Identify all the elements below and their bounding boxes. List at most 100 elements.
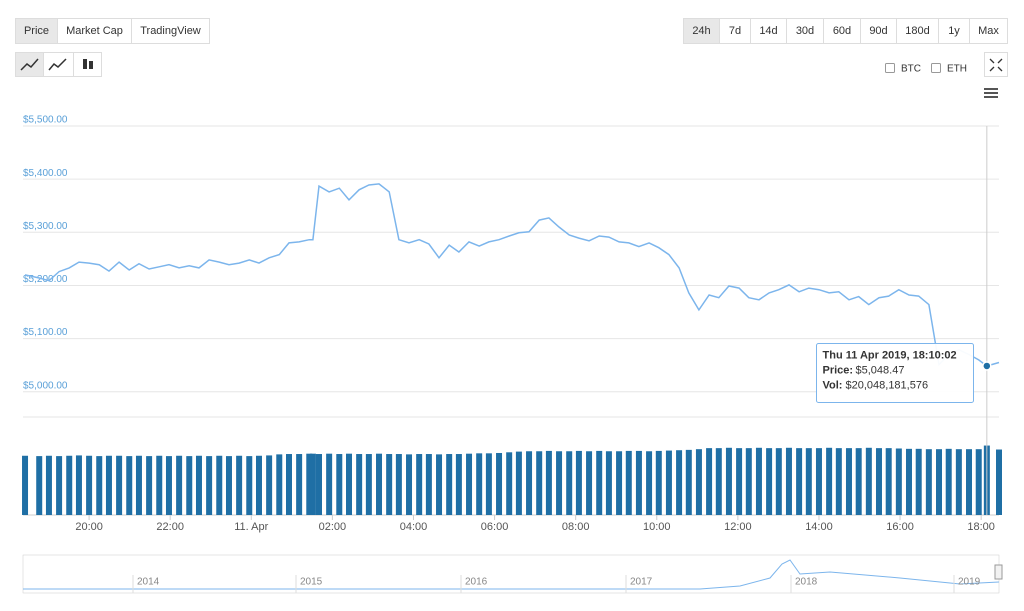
- tab-label: TradingView: [140, 25, 201, 37]
- chart-style-buttons: [15, 52, 102, 77]
- tooltip-title: Thu 11 Apr 2019, 18:10:02: [823, 349, 957, 361]
- x-tick-label: 12:00: [724, 521, 752, 533]
- volume-bar: [815, 448, 822, 515]
- fullscreen-button[interactable]: [984, 52, 1008, 77]
- tab-button[interactable]: [57, 18, 132, 44]
- volume-bar: [515, 451, 522, 515]
- volume-bar: [225, 456, 232, 515]
- volume-bar: [116, 455, 123, 515]
- checkbox-label: BTC: [901, 64, 921, 75]
- volume-bar: [186, 456, 193, 515]
- icon: [984, 92, 998, 94]
- volume-bar: [146, 456, 153, 515]
- hover-marker: [982, 361, 992, 371]
- icon: [48, 58, 67, 71]
- volume-bar: [36, 456, 43, 515]
- volume-bar: [365, 454, 372, 515]
- navigator-label: 2016: [465, 577, 488, 588]
- volume-bar: [395, 454, 402, 515]
- range-button[interactable]: [860, 18, 897, 44]
- volume-bar: [476, 453, 483, 515]
- volume-bar: [126, 456, 133, 515]
- volume-bar: [905, 448, 912, 515]
- volume-bar: [446, 454, 453, 515]
- volume-bar: [536, 451, 543, 515]
- range-button[interactable]: [719, 18, 751, 44]
- volume-bar: [596, 450, 603, 515]
- navigator-series: [23, 559, 1000, 590]
- volume-bar: [206, 456, 213, 515]
- tooltip-vol: $20,048,181,576: [846, 379, 929, 391]
- x-tick-label: 18:00: [967, 521, 995, 533]
- volume-bar: [826, 447, 833, 515]
- volume-bar: [376, 453, 383, 515]
- volume-bar: [925, 449, 932, 515]
- volume-bar: [436, 454, 443, 515]
- tab-button[interactable]: [131, 18, 210, 44]
- volume-bar: [309, 453, 316, 515]
- volume-bar: [785, 447, 792, 515]
- volume-bar: [165, 456, 172, 515]
- navigator[interactable]: [22, 554, 1000, 594]
- navigator-label: 2018: [795, 577, 818, 588]
- range-label: 7d: [729, 25, 741, 37]
- volume-bar: [45, 455, 52, 515]
- price-line: [24, 183, 1000, 367]
- y-tick-label: $5,500.00: [23, 115, 68, 126]
- volume-bar: [75, 455, 82, 515]
- volume-bar: [246, 456, 253, 515]
- range-label: 60d: [833, 25, 851, 37]
- volume-bar: [865, 447, 872, 515]
- icon: [984, 96, 998, 98]
- volume-bar: [586, 451, 593, 515]
- volume-bar: [285, 454, 292, 515]
- volume-bar: [276, 454, 283, 515]
- volume-bar: [676, 450, 683, 515]
- icon: [89, 61, 93, 69]
- checkbox[interactable]: [931, 63, 941, 73]
- ohlc-line-button[interactable]: [43, 52, 74, 77]
- range-button[interactable]: [750, 18, 787, 44]
- tab-button[interactable]: [15, 18, 58, 44]
- volume-bar: [796, 448, 803, 515]
- checkbox[interactable]: [885, 63, 895, 73]
- x-tick-label: 16:00: [886, 521, 914, 533]
- volume-bar: [526, 451, 533, 515]
- tooltip-vol-label: Vol:: [823, 379, 843, 391]
- range-button[interactable]: [969, 18, 1008, 44]
- volume-bar: [955, 449, 962, 515]
- volume-bar: [455, 454, 462, 515]
- x-tick-label: 22:00: [156, 521, 184, 533]
- volume-bar: [766, 448, 773, 515]
- volume-bar: [875, 448, 882, 515]
- menu-button[interactable]: [984, 88, 998, 98]
- volume-bar: [855, 448, 862, 515]
- tooltip: [816, 343, 974, 403]
- volume-bar: [965, 449, 972, 515]
- line-button[interactable]: [15, 52, 44, 77]
- volume-bar: [176, 455, 183, 515]
- x-tick-label: 04:00: [400, 521, 428, 533]
- volume-bar: [725, 447, 732, 515]
- volume-bar: [545, 450, 552, 515]
- volume-bar: [86, 455, 93, 515]
- range-button[interactable]: [786, 18, 824, 44]
- x-tick-label: 20:00: [75, 521, 103, 533]
- navigator-handle[interactable]: [994, 564, 1003, 580]
- range-button[interactable]: [896, 18, 939, 44]
- volume-bar: [845, 448, 852, 515]
- y-tick-label: $5,000.00: [23, 380, 68, 391]
- y-tick-label: $5,300.00: [23, 221, 68, 232]
- volume-bar: [266, 455, 273, 515]
- range-button[interactable]: [823, 18, 861, 44]
- candle-button[interactable]: [73, 52, 102, 77]
- volume-bar: [575, 450, 582, 515]
- range-label: 24h: [692, 25, 710, 37]
- volume-bar: [715, 448, 722, 515]
- volume-bar: [635, 450, 642, 515]
- volume-bar: [915, 448, 922, 515]
- checkbox-label: ETH: [947, 64, 967, 75]
- volume-bar: [695, 449, 702, 515]
- tab-label: Price: [24, 25, 49, 37]
- volume-bar: [22, 455, 29, 515]
